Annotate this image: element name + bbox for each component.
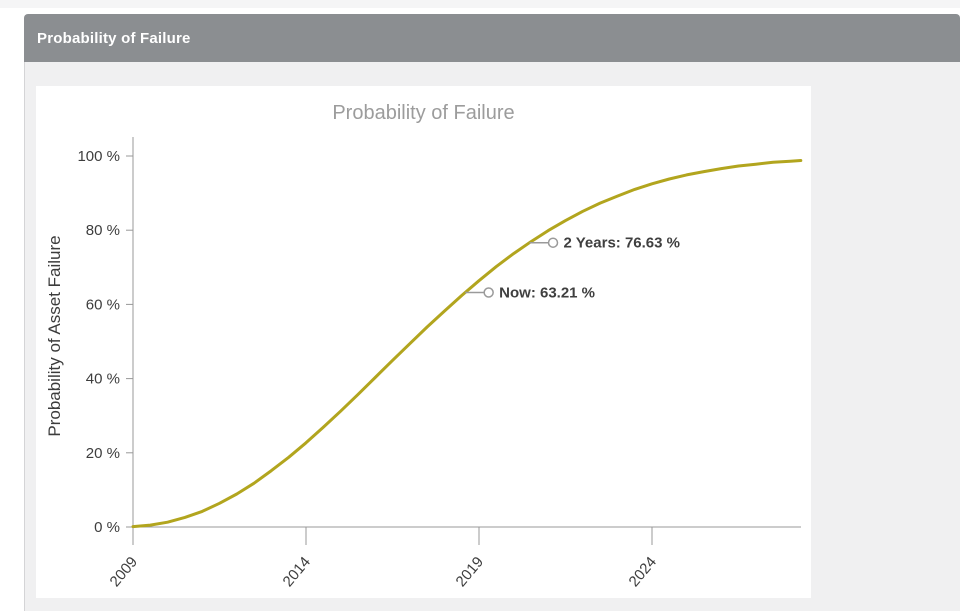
x-tick-label: 2014 bbox=[280, 554, 314, 590]
chart-container: Probability of Failure Probability of As… bbox=[36, 86, 811, 598]
failure-curve bbox=[131, 159, 803, 529]
annotation-marker bbox=[547, 237, 559, 248]
annotation-label: Now: 63.21 % bbox=[499, 284, 595, 301]
chart-title: Probability of Failure bbox=[332, 102, 515, 124]
y-tick-label: 80 % bbox=[86, 222, 120, 239]
x-tick-label: 2019 bbox=[453, 554, 487, 590]
x-tick-label: 2009 bbox=[107, 554, 141, 590]
y-tick-label: 60 % bbox=[86, 296, 120, 313]
y-tick-label: 100 % bbox=[77, 148, 120, 165]
widget-body: Probability of Failure Probability of As… bbox=[24, 62, 960, 611]
widget-header: Probability of Failure bbox=[24, 14, 960, 62]
annotation-marker bbox=[483, 287, 494, 298]
x-tick-label: 2024 bbox=[626, 554, 660, 590]
widget-header-title: Probability of Failure bbox=[37, 29, 191, 47]
chart-canvas: 0 % 20 % 40 % 60 % 80 % 100 % 2009 2014 2019 2024… bbox=[77, 137, 803, 590]
annotation-label: 2 Years: 76.63 % bbox=[564, 235, 680, 252]
top-strip bbox=[0, 0, 960, 8]
probability-of-failure-widget: Probability of Failure Probability of Fa… bbox=[24, 14, 960, 611]
y-tick-label: 40 % bbox=[86, 371, 120, 388]
y-tick-label: 20 % bbox=[86, 445, 120, 462]
y-tick-label: 0 % bbox=[94, 519, 120, 536]
